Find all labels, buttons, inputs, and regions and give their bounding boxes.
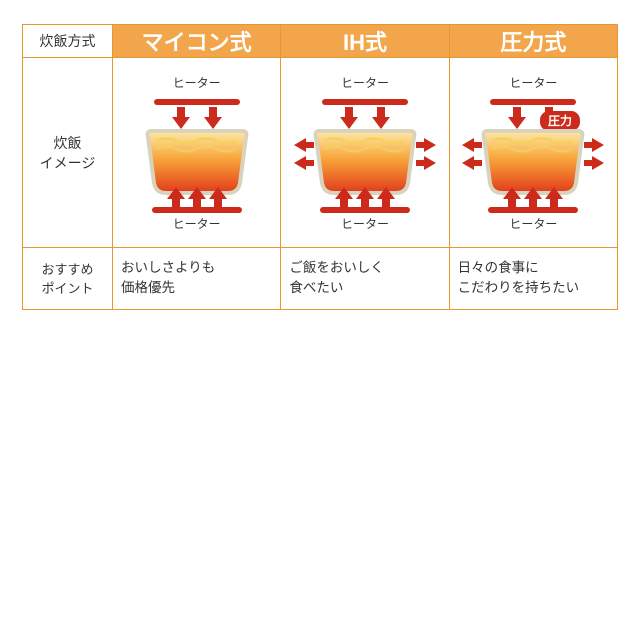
image-row: 炊飯 イメージ ヒーター bbox=[23, 58, 618, 248]
heater-label-bottom: ヒーター bbox=[341, 215, 389, 232]
col-head-2: 圧力式 bbox=[449, 25, 617, 58]
heater-label-top: ヒーター bbox=[341, 74, 389, 91]
pot-diagram bbox=[122, 93, 272, 213]
recommend-0: おいしさよりも 価格優先 bbox=[113, 248, 281, 310]
header-row: 炊飯方式 マイコン式 IH式 圧力式 bbox=[23, 25, 618, 58]
type-label: 炊飯方式 bbox=[23, 25, 113, 58]
heater-label-top: ヒーター bbox=[509, 74, 557, 91]
recommend-label: おすすめ ポイント bbox=[23, 248, 113, 310]
recommend-1: ご飯をおいしく 食べたい bbox=[281, 248, 449, 310]
pot-cell-1: ヒーター bbox=[281, 58, 449, 248]
image-row-label: 炊飯 イメージ bbox=[23, 58, 113, 248]
svg-text:圧力: 圧力 bbox=[548, 113, 572, 128]
pot-cell-2: ヒーター 圧力 bbox=[449, 58, 617, 248]
comparison-table: 炊飯方式 マイコン式 IH式 圧力式 炊飯 イメージ ヒーター bbox=[22, 24, 618, 310]
pot-diagram bbox=[290, 93, 440, 213]
pot-cell-0: ヒーター bbox=[113, 58, 281, 248]
recommend-row: おすすめ ポイント おいしさよりも 価格優先 ご飯をおいしく 食べたい 日々の食… bbox=[23, 248, 618, 310]
heater-label-bottom: ヒーター bbox=[509, 215, 557, 232]
recommend-2: 日々の食事に こだわりを持ちたい bbox=[449, 248, 617, 310]
heater-label-bottom: ヒーター bbox=[173, 215, 221, 232]
col-head-0: マイコン式 bbox=[113, 25, 281, 58]
col-head-1: IH式 bbox=[281, 25, 449, 58]
heater-label-top: ヒーター bbox=[173, 74, 221, 91]
pot-diagram: 圧力 bbox=[458, 93, 608, 213]
